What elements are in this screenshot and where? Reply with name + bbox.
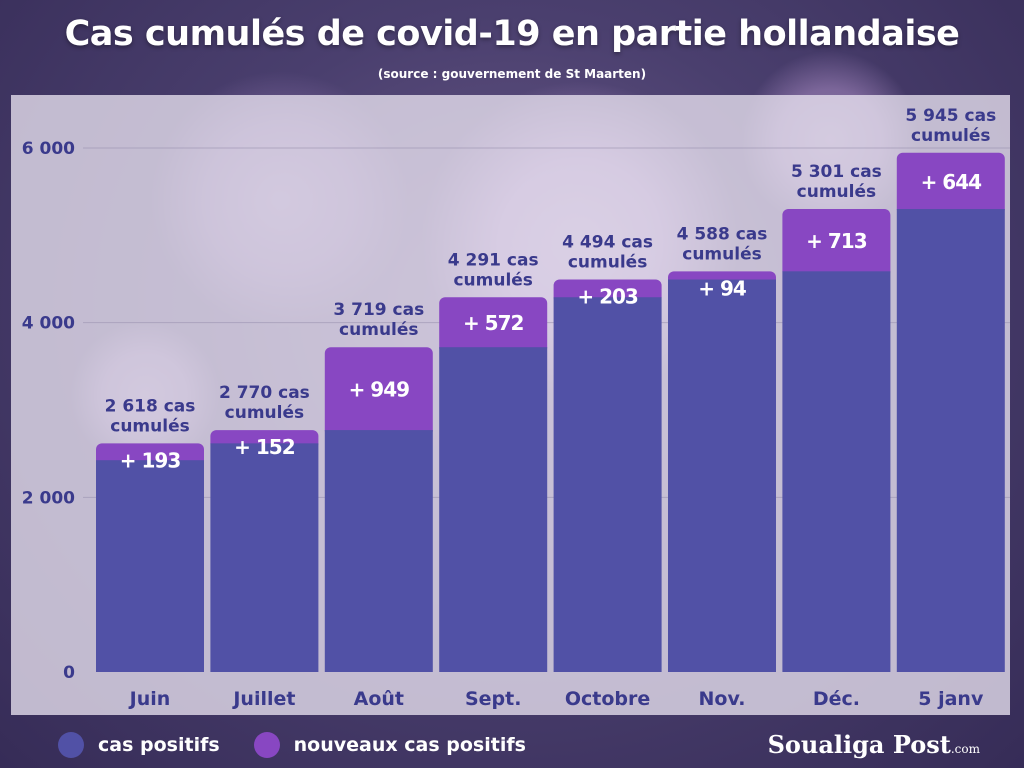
bar-cas-positifs [439, 347, 548, 672]
total-label: cumulés [911, 126, 990, 146]
total-label: cumulés [453, 270, 532, 290]
total-label: 5 945 cas [905, 106, 996, 126]
bar-cas-positifs [782, 271, 891, 672]
total-label: cumulés [797, 182, 876, 202]
bar-new-cases [324, 347, 433, 437]
y-tick-label: 4 000 [22, 314, 75, 334]
legend: cas positifs nouveaux cas positifs [58, 728, 560, 762]
page-title: Cas cumulés de covid-19 en partie hollan… [64, 14, 960, 54]
increment-label: + 193 [120, 448, 181, 472]
legend-label: nouveaux cas positifs [293, 734, 526, 756]
total-label: 3 719 cas [333, 300, 424, 320]
x-tick-label: Sept. [465, 688, 521, 710]
page-subtitle: (source : gouvernement de St Maarten) [377, 67, 647, 81]
x-tick-label: Juin [128, 688, 171, 710]
total-label: 4 494 cas [562, 233, 653, 253]
x-tick-label: Déc. [813, 688, 860, 710]
bar-cas-positifs [324, 430, 433, 672]
bar-cas-positifs [96, 460, 204, 672]
increment-label: + 572 [463, 311, 524, 335]
bar-cas-positifs [210, 443, 319, 672]
bar-new-cases [439, 297, 548, 354]
legend-item-cas-positifs: cas positifs [58, 732, 220, 758]
legend-swatch-nouveaux-cas [253, 732, 280, 758]
x-tick-label: Nov. [698, 688, 745, 710]
bar-new-cases [782, 209, 891, 278]
total-label: 2 618 cas [105, 396, 196, 416]
brand-logo: Soualiga Post.com [768, 730, 980, 759]
legend-item-nouveaux-cas: nouveaux cas positifs [253, 732, 526, 758]
y-tick-label: 0 [63, 663, 75, 683]
total-label: 4 588 cas [677, 224, 768, 244]
bar-cas-positifs [553, 297, 662, 672]
total-label: 4 291 cas [448, 250, 539, 270]
total-label: 2 770 cas [219, 383, 310, 403]
bar-cas-positifs [668, 279, 776, 672]
x-tick-label: Août [354, 688, 404, 710]
total-label: cumulés [568, 253, 647, 273]
bar-cas-positifs [896, 209, 1005, 672]
increment-label: + 949 [349, 378, 410, 402]
total-label: cumulés [225, 403, 304, 423]
y-tick-label: 2 000 [22, 488, 75, 508]
total-label: cumulés [339, 320, 418, 340]
increment-label: + 94 [698, 276, 746, 300]
brand-name: Soualiga Post [767, 730, 951, 759]
y-tick-label: 6 000 [22, 139, 75, 159]
increment-label: + 713 [806, 229, 867, 253]
total-label: 5 301 cas [791, 162, 882, 182]
total-label: cumulés [682, 244, 761, 264]
increment-label: + 644 [921, 170, 982, 194]
increment-label: + 152 [234, 435, 295, 459]
x-tick-label: Juillet [231, 688, 295, 710]
legend-swatch-cas-positifs [58, 732, 84, 758]
brand-suffix: .com [950, 742, 980, 756]
bar-new-cases [896, 152, 1005, 216]
x-tick-label: 5 janv [918, 688, 984, 710]
x-tick-label: Octobre [565, 688, 650, 710]
total-label: cumulés [110, 416, 189, 436]
legend-label: cas positifs [98, 734, 220, 756]
increment-label: + 203 [577, 285, 638, 309]
